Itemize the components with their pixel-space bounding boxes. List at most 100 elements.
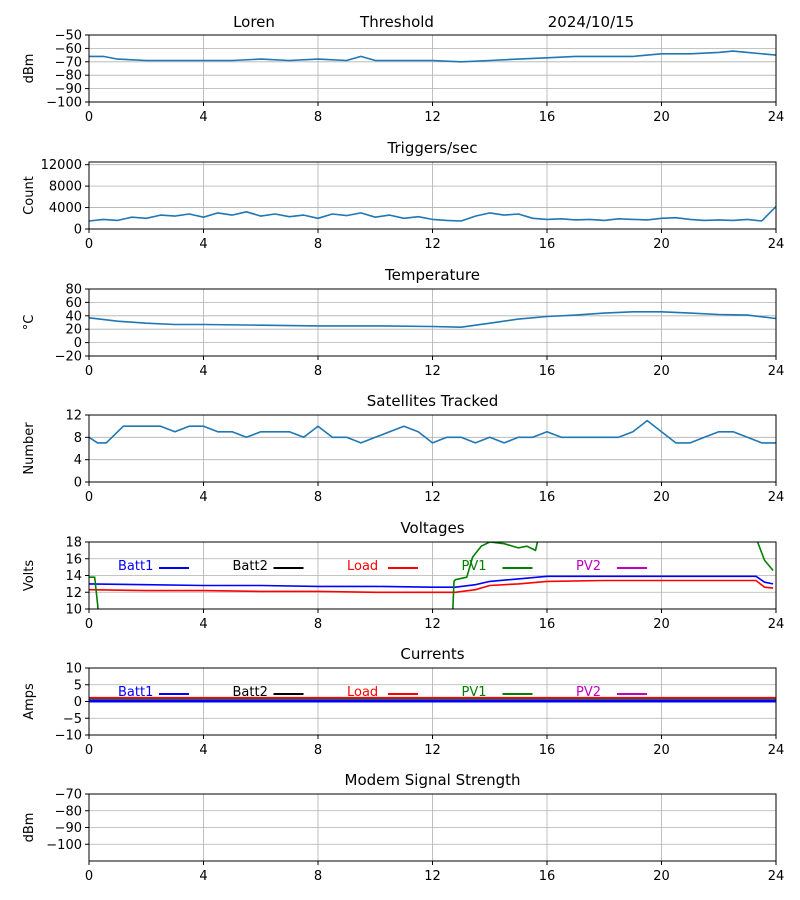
y-tick-label: 4 <box>74 453 82 468</box>
y-tick-label: −80 <box>55 69 82 84</box>
panel-title: Voltages <box>400 519 464 537</box>
x-tick-label: 20 <box>653 617 670 632</box>
y-tick-label: 18 <box>65 536 82 551</box>
x-tick-label: 24 <box>768 364 785 379</box>
x-tick-label: 4 <box>199 110 207 125</box>
x-tick-label: 8 <box>314 110 322 125</box>
legend-label-batt2: Batt2 <box>233 685 268 700</box>
x-tick-label: 24 <box>768 869 785 884</box>
x-tick-label: 0 <box>85 617 93 632</box>
x-tick-label: 4 <box>199 364 207 379</box>
x-tick-label: 4 <box>199 237 207 252</box>
y-tick-label: 4000 <box>49 201 82 216</box>
legend-label-batt1: Batt1 <box>118 559 153 574</box>
y-tick-label: 12 <box>65 409 82 424</box>
series-group <box>89 542 774 609</box>
y-tick-label: 0 <box>74 695 82 710</box>
mode-label: Threshold <box>359 13 434 31</box>
x-tick-label: 4 <box>199 617 207 632</box>
y-tick-label: −50 <box>55 29 82 44</box>
figure-header: Loren Threshold 2024/10/15 <box>233 13 634 31</box>
y-axis-label: Amps <box>22 683 37 720</box>
series-group <box>89 696 776 703</box>
y-tick-label: −20 <box>55 350 82 365</box>
y-tick-label: 12 <box>65 586 82 601</box>
legend-label-load: Load <box>347 685 378 700</box>
y-axis-label: dBm <box>22 813 37 843</box>
x-tick-label: 20 <box>653 743 670 758</box>
x-tick-label: 8 <box>314 869 322 884</box>
x-tick-label: 4 <box>199 743 207 758</box>
x-tick-label: 0 <box>85 743 93 758</box>
y-tick-label: 80 <box>65 283 82 298</box>
series-group <box>89 205 776 222</box>
y-axis-label: °C <box>22 315 37 331</box>
series-line-satellites <box>89 419 776 444</box>
legend-label-pv2: PV2 <box>576 685 601 700</box>
station-name: Loren <box>233 13 275 31</box>
y-tick-label: −90 <box>55 821 82 836</box>
legend-label-pv2: PV2 <box>576 559 601 574</box>
legend-label-pv1: PV1 <box>462 559 487 574</box>
y-tick-label: −100 <box>46 96 82 111</box>
x-tick-label: 20 <box>653 490 670 505</box>
x-tick-label: 12 <box>424 364 441 379</box>
panel-title: Triggers/sec <box>387 139 478 157</box>
y-tick-label: 8000 <box>49 180 82 195</box>
x-tick-label: 16 <box>539 869 556 884</box>
y-tick-label: 60 <box>65 296 82 311</box>
x-tick-label: 12 <box>424 869 441 884</box>
x-tick-label: 4 <box>199 869 207 884</box>
legend: Batt1 Batt2 Load PV1 PV2 <box>118 685 647 700</box>
y-tick-label: 10 <box>65 662 82 677</box>
y-tick-label: −5 <box>63 712 82 727</box>
y-tick-label: 20 <box>65 323 82 338</box>
x-tick-label: 20 <box>653 110 670 125</box>
y-tick-label: 14 <box>65 569 82 584</box>
panel-rssi: 0 4 8 12 16 20 24 −50−60−70−80−90−100 dBm <box>22 29 784 126</box>
x-tick-label: 16 <box>539 110 556 125</box>
panel-title: Modem Signal Strength <box>345 771 521 789</box>
y-axis-label: dBm <box>22 54 37 84</box>
y-tick-label: −70 <box>55 788 82 803</box>
legend-label-batt2: Batt2 <box>233 559 268 574</box>
x-tick-label: 12 <box>424 743 441 758</box>
y-tick-label: −10 <box>55 729 82 744</box>
y-tick-label: 16 <box>65 552 82 567</box>
x-tick-label: 20 <box>653 364 670 379</box>
x-tick-label: 8 <box>314 743 322 758</box>
y-tick-label: 5 <box>74 678 82 693</box>
y-tick-label: −100 <box>46 838 82 853</box>
x-tick-label: 24 <box>768 617 785 632</box>
y-tick-label: −60 <box>55 42 82 57</box>
x-tick-label: 0 <box>85 110 93 125</box>
panel-triggers: 0 4 8 12 16 20 24 0 4000 8000 12000 Triggers/sec Cou… <box>22 139 784 252</box>
y-axis-label: Count <box>22 176 37 215</box>
series-line-temperature <box>89 310 776 329</box>
date-label: 2024/10/15 <box>548 13 634 31</box>
y-tick-label: 10 <box>65 603 82 618</box>
series-line-rssi <box>89 50 776 63</box>
x-tick-label: 8 <box>314 237 322 252</box>
panel-satellites: 0 4 8 12 16 20 24 0 4 8 12 Satellites Tracked Number <box>22 392 784 505</box>
series-group <box>89 50 776 63</box>
x-tick-label: 24 <box>768 490 785 505</box>
x-tick-label: 20 <box>653 869 670 884</box>
x-tick-label: 0 <box>85 237 93 252</box>
legend: Batt1 Batt2 Load PV1 PV2 <box>118 559 647 574</box>
y-tick-label: −90 <box>55 82 82 97</box>
panel-title: Temperature <box>384 266 480 284</box>
y-tick-label: −80 <box>55 804 82 819</box>
y-tick-label: 0 <box>74 223 82 238</box>
panel-modem-signal: 0 4 8 12 16 20 24 −70−80 −90 −100 Modem Signal Str… <box>22 771 784 884</box>
y-axis-label: Volts <box>22 560 37 592</box>
x-tick-label: 12 <box>424 237 441 252</box>
x-tick-label: 12 <box>424 110 441 125</box>
x-tick-label: 24 <box>768 110 785 125</box>
panel-title: Currents <box>400 645 464 663</box>
series-line-batt1 <box>89 575 774 589</box>
y-tick-label: 8 <box>74 431 82 446</box>
y-tick-label: 12000 <box>41 158 82 173</box>
y-tick-label: 0 <box>74 336 82 351</box>
